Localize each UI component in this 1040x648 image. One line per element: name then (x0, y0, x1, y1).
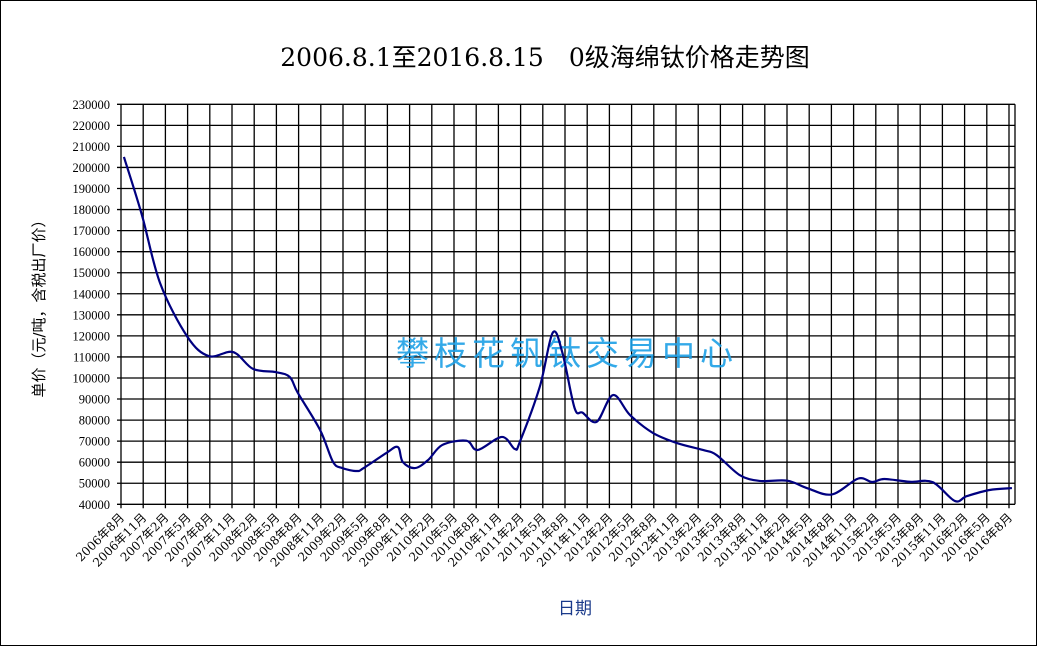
y-tick-label: 50000 (79, 477, 110, 491)
chart-title: 2006.8.1至2016.8.15 0级海绵钛价格走势图 (280, 43, 809, 72)
y-tick-label: 170000 (73, 224, 111, 238)
y-tick-label: 220000 (73, 119, 111, 133)
y-tick-label: 210000 (73, 140, 111, 154)
y-tick-label: 110000 (73, 350, 110, 364)
y-tick-label: 90000 (79, 393, 110, 407)
y-axis-label: 单价（元/吨，含税出厂价） (30, 212, 48, 397)
y-tick-label: 230000 (73, 98, 111, 112)
y-tick-label: 180000 (73, 203, 111, 217)
y-tick-label: 40000 (79, 498, 110, 512)
y-tick-label: 120000 (73, 329, 111, 343)
y-tick-label: 100000 (73, 371, 111, 385)
y-tick-label: 200000 (73, 161, 111, 175)
y-tick-label: 80000 (79, 414, 110, 428)
y-tick-label: 160000 (73, 245, 111, 259)
series-line (122, 156, 1013, 503)
y-tick-label: 130000 (73, 308, 111, 322)
y-tick-label: 70000 (79, 435, 110, 449)
y-tick-label: 140000 (73, 287, 111, 301)
watermark: 攀枝花钒钛交易中心 (396, 334, 738, 373)
x-axis-label: 日期 (558, 599, 592, 619)
y-tick-label: 190000 (73, 182, 111, 196)
y-tick-label: 60000 (79, 456, 110, 470)
y-tick-label: 150000 (73, 266, 111, 280)
y-axis-ticks: 40000 50000 60000 70000 80000 90000 100000 1100… (73, 98, 111, 512)
grid (117, 103, 1016, 509)
